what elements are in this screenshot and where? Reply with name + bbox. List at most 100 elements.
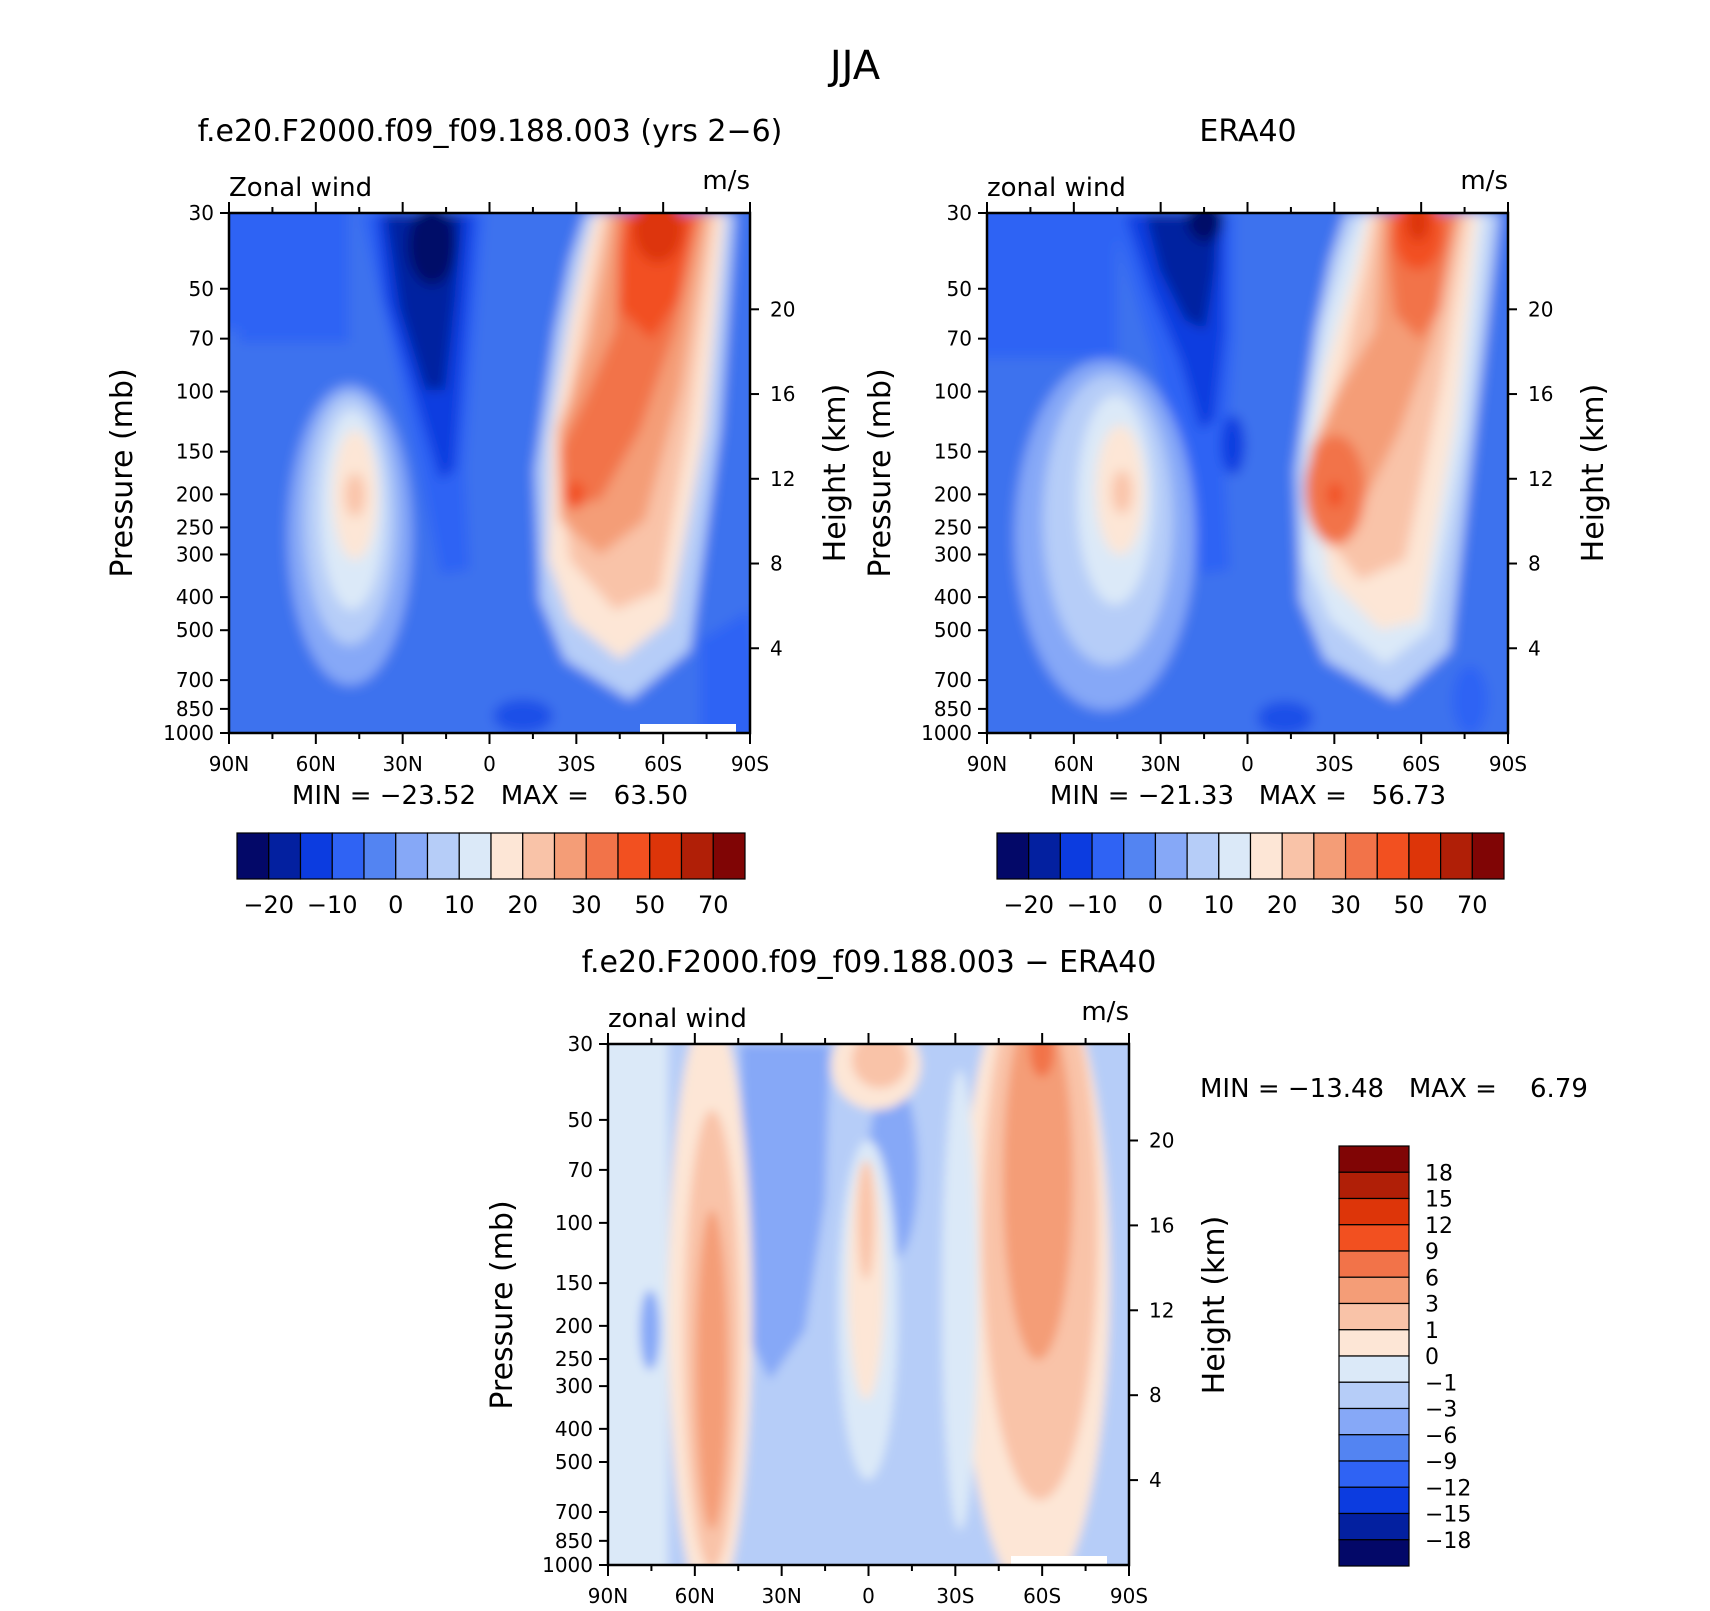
colorbar-tick-label: 0 [388,891,403,919]
colorbar-swatch [1186,832,1220,880]
panel-title: ERA40 [1199,114,1296,149]
northern-jet-core [345,473,365,517]
colorbar: −20 −10 0 10 20 30 50 70 [996,832,1505,919]
x-tick-label: 90N [209,752,249,776]
y2-tick-label: 20 [770,297,795,321]
colorbar-tick-label: −18 [1425,1529,1471,1554]
colorbar-swatch [1338,1539,1410,1567]
y-tick-label: 500 [176,618,214,642]
colorbar-swatch [458,832,492,880]
colorbar-swatch [1338,1145,1410,1173]
y-tick-label: 300 [555,1374,593,1398]
y-tick-label: 850 [934,697,972,721]
colorbar: −20 −10 0 10 20 30 50 70 [236,832,746,919]
y-tick-label: 500 [934,618,972,642]
southern-jet-max [565,481,585,509]
colorbar-swatch [1338,1329,1410,1357]
y-tick-label: 70 [568,1158,593,1182]
colorbar-swatch [1338,1355,1410,1383]
y-tick-label: 700 [934,668,972,692]
colorbar-swatch [680,832,714,880]
x-tick-label: 0 [483,752,496,776]
colorbar-tick-label: 9 [1425,1240,1439,1265]
y2-tick-label: 16 [1149,1213,1174,1237]
y-tick-label: 150 [934,440,972,464]
colorbar-swatch [299,832,333,880]
colorbar-tick-label: −15 [1425,1503,1471,1528]
y-tick-label: 300 [934,542,972,566]
positive-band-60s-core [1003,1044,1073,1360]
colorbar-swatch [1091,832,1125,880]
y2-tick-label: 12 [1528,467,1553,491]
y-tick-label: 50 [947,277,972,301]
contour-field [608,1044,1129,1565]
y-tick-label: 700 [555,1500,593,1524]
variable-label: zonal wind [608,1004,747,1034]
y-tick-label: 200 [176,482,214,506]
colorbar-swatch [363,832,397,880]
y-tick-label: 250 [555,1347,593,1371]
y2-tick-label: 12 [1149,1298,1174,1322]
colorbar-tick-label: 15 [1425,1188,1453,1213]
y-tick-label: 70 [189,327,214,351]
colorbar-swatch [1154,832,1188,880]
panel-title: f.e20.F2000.f09_f09.188.003 − ERA40 [582,945,1157,980]
variable-label: zonal wind [987,173,1126,203]
polar-tongue-south [700,610,750,733]
y2-axis-label: Height (km) [1576,384,1611,563]
colorbar-swatch [1440,832,1473,880]
positive-cap-eq-core [852,1044,908,1088]
y-tick-label: 100 [934,380,972,404]
colorbar-tick-label: −9 [1425,1450,1457,1475]
easterly-core [1187,213,1223,242]
y2-tick-label: 20 [1149,1128,1174,1152]
colorbar-swatch [1338,1302,1410,1331]
y-tick-label: 400 [176,585,214,609]
colorbar-swatch [553,832,587,880]
y-tick-label: 1000 [163,721,214,745]
units-label: m/s [1081,997,1129,1027]
colorbar-tick-label: −20 [1003,891,1054,919]
y-tick-label: 200 [555,1314,593,1338]
southern-jet-max-core [1327,482,1343,508]
colorbar-swatch [1338,1276,1410,1305]
figure-title: JJA [827,43,881,89]
y-tick-label: 70 [947,327,972,351]
ridge-northern [229,330,239,730]
y2-tick-label: 4 [1528,636,1541,660]
colorbar-tick-label: 18 [1425,1161,1453,1186]
x-tick-label: 60N [675,1584,715,1608]
surface-easterly [1257,701,1313,733]
colorbar-tick-label: 12 [1425,1214,1453,1239]
colorbar-swatch [268,832,302,880]
easterly-core [408,213,456,285]
y-tick-label: 150 [555,1271,593,1295]
x-tick-label: 30S [936,1584,974,1608]
topography-mask [640,724,736,733]
colorbar-swatch [1338,1171,1410,1200]
contour-layers [987,213,1508,733]
y-tick-label: 500 [555,1450,593,1474]
colorbar-tick-label: 50 [634,891,665,919]
colorbar-swatch [522,832,556,880]
y-tick-label: 850 [176,697,214,721]
panel-model: f.e20.F2000.f09_f09.188.003 (yrs 2−6) Zo… [105,114,853,919]
y-tick-label: 150 [176,440,214,464]
colorbar-swatch [585,832,619,880]
y-axis-label: Pressure (mb) [485,1200,520,1409]
y-tick-label: 50 [568,1108,593,1132]
y2-tick-label: 4 [1149,1468,1162,1492]
topography-mask [1011,1556,1107,1565]
y-tick-label: 250 [934,515,972,539]
y2-tick-label: 12 [770,467,795,491]
colorbar-swatch [236,832,270,880]
light-band-north [608,1044,668,1565]
colorbar-swatch [490,832,524,880]
contour-layers [608,1044,1129,1565]
colorbar-tick-label: 1 [1425,1319,1439,1344]
colorbar-swatch [996,832,1030,880]
y2-axis-label: Height (km) [1197,1216,1232,1395]
colorbar-swatch [1281,832,1315,880]
